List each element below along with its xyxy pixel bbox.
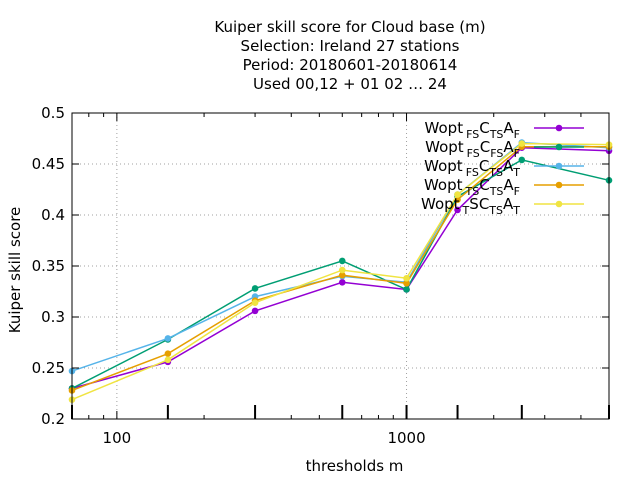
- legend-text-part: A: [503, 176, 514, 194]
- data-point-s4: [164, 350, 172, 358]
- y-tick-label: 0.5: [41, 104, 65, 122]
- series-line-4: [71, 145, 609, 392]
- legend-text-part: C: [480, 138, 490, 156]
- axis-ticks: 0.2 0.25 0.3 0.35 0.4 0.45 0.5 100 1000: [32, 104, 610, 447]
- legend-text-part: C: [479, 119, 489, 137]
- legend-label-3: Wopt FSCTSAT: [424, 157, 520, 179]
- series-lines: [68, 139, 613, 403]
- legend-text-part: C: [479, 176, 489, 194]
- legend-text-part: C: [479, 157, 489, 175]
- legend-marker-3: [555, 162, 563, 170]
- legend-text-part: T: [512, 204, 520, 217]
- x-tick-label: 1000: [387, 429, 425, 447]
- data-point-s1: [338, 279, 346, 286]
- data-point-s5: [403, 274, 410, 282]
- data-point-s1: [454, 206, 461, 214]
- series-line-1: [71, 146, 610, 390]
- legend-text-part: T: [512, 166, 520, 179]
- legend-text-part: F: [514, 147, 520, 160]
- legend-text-part: Wopt: [425, 138, 464, 156]
- data-point-s5: [251, 299, 259, 307]
- legend-text-part: C: [479, 195, 489, 213]
- legend-text-part: Wopt: [421, 195, 460, 213]
- grid-lines: [72, 113, 609, 419]
- y-tick-label: 0.2: [41, 410, 65, 428]
- legend-label-4: Wopt TSCTSAF: [424, 176, 520, 198]
- legend-text-part: FS: [466, 166, 479, 179]
- legend-text-part: TS: [465, 185, 480, 198]
- title-line: Kuiper skill score for Cloud base (m): [214, 18, 485, 36]
- data-point-s5: [338, 266, 346, 274]
- legend-text-part: A: [503, 195, 514, 213]
- x-axis-label: thresholds m: [306, 457, 404, 475]
- legend-text-part: A: [503, 157, 514, 175]
- y-tick-label: 0.25: [32, 359, 65, 377]
- legend-text-part: T: [462, 204, 470, 217]
- data-point-s2: [403, 286, 410, 293]
- data-point-s3: [164, 335, 172, 342]
- legend-label-2: Wopt FSCFSAF: [425, 138, 520, 160]
- data-point-s5: [454, 191, 461, 198]
- y-tick-label: 0.35: [32, 257, 65, 275]
- y-tick-label: 0.4: [41, 206, 65, 224]
- legend-text-part: Wopt: [425, 119, 464, 137]
- legend-text-part: Wopt: [424, 157, 463, 175]
- legend-text-part: F: [514, 128, 520, 141]
- title-line: Period: 20180601-20180614: [243, 56, 458, 74]
- data-point-s4: [403, 280, 410, 287]
- legend-text-part: TS: [489, 185, 504, 198]
- legend-marker-1: [555, 124, 563, 132]
- data-point-s2: [338, 257, 346, 265]
- legend-text-part: TS: [489, 128, 504, 141]
- legend-text-part: FS: [490, 147, 503, 160]
- data-point-s1: [251, 307, 259, 315]
- data-point-s5: [518, 140, 526, 147]
- legend-text-part: A: [503, 138, 514, 156]
- data-point-s5: [164, 356, 172, 364]
- chart-title: Kuiper skill score for Cloud base (m)Sel…: [214, 18, 485, 93]
- legend-text-part: TS: [488, 166, 503, 179]
- legend-text-part: TS: [488, 204, 503, 217]
- legend-label-1: Wopt FSCTSAF: [425, 119, 520, 141]
- y-tick-label: 0.3: [41, 308, 65, 326]
- data-point-s2: [518, 156, 526, 164]
- legend-marker-5: [555, 200, 563, 208]
- legend-text-part: F: [514, 185, 520, 198]
- series-line-3: [71, 141, 610, 372]
- legend-text-part: Wopt: [424, 176, 463, 194]
- x-tick-label: 100: [103, 429, 132, 447]
- legend-label-5: Wopt TSCTSAT: [421, 195, 520, 217]
- legend-marker-2: [555, 143, 563, 151]
- title-line: Selection: Ireland 27 stations: [241, 37, 460, 55]
- legend-text-part: FS: [467, 147, 480, 160]
- y-tick-label: 0.45: [32, 155, 65, 173]
- legend-text-part: S: [469, 195, 479, 213]
- legend-text-part: A: [503, 119, 514, 137]
- data-point-s4: [338, 271, 346, 279]
- legend-text-part: FS: [466, 128, 479, 141]
- legend-marker-4: [555, 181, 563, 189]
- title-line: Used 00,12 + 01 02 … 24: [253, 75, 447, 93]
- data-point-s2: [251, 285, 259, 292]
- series-line-5: [71, 142, 610, 401]
- y-axis-label: Kuiper skill score: [6, 207, 24, 334]
